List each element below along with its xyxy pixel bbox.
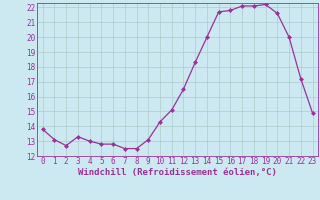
X-axis label: Windchill (Refroidissement éolien,°C): Windchill (Refroidissement éolien,°C): [78, 168, 277, 177]
